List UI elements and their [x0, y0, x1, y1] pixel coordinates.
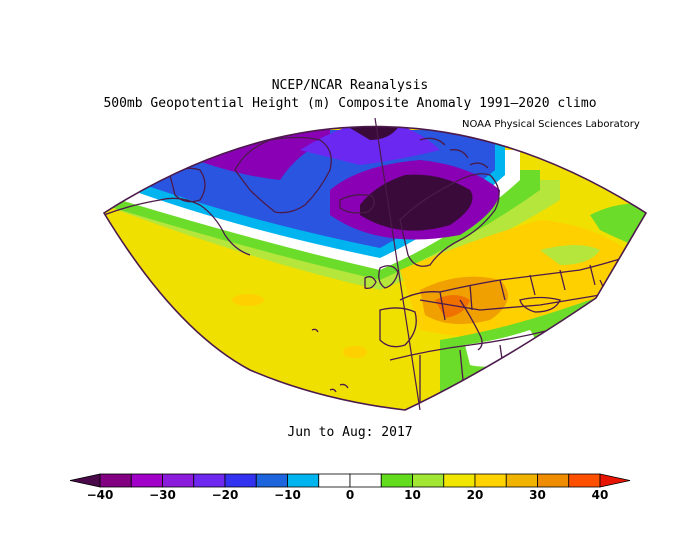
period-label: Jun to Aug: 2017: [287, 425, 413, 440]
atlantic-islands: [311, 328, 349, 393]
colorbar-tick-label: −10: [274, 488, 301, 502]
map-subtitle: 500mb Geopotential Height (m) Composite …: [103, 96, 597, 111]
map-title: NCEP/NCAR Reanalysis: [271, 78, 429, 93]
colorbar-cell: [162, 473, 195, 488]
colorbar-cell: [99, 473, 132, 488]
colorbar-cell: [349, 473, 382, 488]
colorbar-cell: [537, 473, 570, 488]
colorbar-cell: [193, 473, 226, 488]
arctic-islands: [419, 137, 489, 169]
canada-coast: [104, 197, 251, 256]
colorbar-tick-label: −40: [86, 488, 114, 502]
colorbar-tick-label: −20: [211, 488, 239, 502]
field-orange-blob-1: [232, 294, 264, 306]
colorbar-cell: [224, 473, 257, 488]
colorbar-cell: [130, 473, 163, 488]
colorbar-cell: [474, 473, 507, 488]
field-violet-ring: [300, 126, 440, 165]
black-sea: [519, 296, 561, 313]
field-orange-blob-2: [343, 346, 367, 358]
credit-label: NOAA Physical Sciences Laboratory: [462, 119, 640, 130]
colorbar-cell: [318, 473, 351, 488]
british-isles: [378, 265, 399, 289]
map-boundary: [102, 125, 648, 411]
colorbar-tick-label: 30: [529, 488, 546, 502]
colorbar-cell: [412, 473, 445, 488]
field-deep-top: [350, 126, 400, 140]
iberia-coast: [379, 307, 417, 348]
colorbar-cell: [287, 473, 320, 488]
colorbar-tick-label: −30: [149, 488, 176, 502]
field-lime-east: [540, 245, 600, 265]
africa-borders: [419, 334, 546, 410]
iceland-coast: [339, 194, 375, 214]
colorbar-cell: [568, 473, 601, 488]
colorbar-cell: [443, 473, 476, 488]
meridian-line: [374, 117, 421, 411]
colorbar-tick-label: 10: [404, 488, 421, 502]
ireland: [364, 276, 377, 290]
colorbar-tick-label: 20: [466, 488, 484, 502]
scandinavia-coast: [399, 173, 500, 267]
colorbar-arrow-left: [69, 473, 101, 488]
colorbar-tick-label: 0: [345, 488, 355, 502]
colorbar-tick-label: 40: [591, 488, 609, 502]
colorbar-cell: [255, 473, 288, 488]
borders-2: [419, 294, 601, 311]
borders-1: [439, 264, 596, 321]
colorbar-cell: [505, 473, 538, 488]
italy-coast: [459, 299, 483, 351]
colorbar-cell: [380, 473, 413, 488]
colorbar-arrow-right: [599, 473, 631, 488]
